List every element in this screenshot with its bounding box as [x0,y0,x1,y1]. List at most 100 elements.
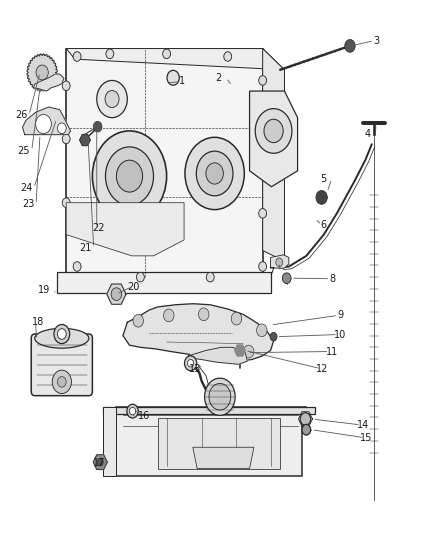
Text: 21: 21 [80,243,92,253]
Polygon shape [263,49,285,261]
Circle shape [185,138,244,209]
Text: 13: 13 [189,364,201,374]
Circle shape [206,272,214,282]
Circle shape [137,272,145,282]
Text: 15: 15 [360,433,373,443]
Polygon shape [123,304,274,361]
Circle shape [127,404,138,418]
Text: 20: 20 [127,282,140,292]
Circle shape [73,52,81,61]
Polygon shape [22,107,71,135]
Circle shape [62,81,70,91]
Text: 3: 3 [373,36,379,45]
Polygon shape [66,49,263,277]
Text: 19: 19 [38,286,50,295]
Circle shape [244,345,254,358]
Text: 17: 17 [93,458,105,468]
Circle shape [187,360,194,367]
Circle shape [73,262,81,271]
Text: 10: 10 [334,329,346,340]
Text: 26: 26 [15,110,28,120]
Circle shape [54,325,70,344]
Polygon shape [193,447,254,469]
Polygon shape [27,54,57,91]
Text: 5: 5 [321,174,327,184]
Circle shape [209,383,231,410]
Circle shape [57,123,66,134]
Polygon shape [271,255,289,268]
Polygon shape [235,345,245,356]
Polygon shape [33,74,64,91]
Text: 11: 11 [325,346,338,357]
Circle shape [117,160,143,192]
Circle shape [52,370,71,393]
Circle shape [97,458,103,466]
Circle shape [302,424,311,435]
Circle shape [106,147,153,205]
Circle shape [205,378,235,415]
Circle shape [198,308,209,321]
Polygon shape [93,455,107,470]
Circle shape [257,324,267,337]
Polygon shape [107,284,126,304]
Circle shape [133,314,144,327]
Circle shape [95,455,106,469]
Circle shape [345,39,355,52]
Circle shape [62,134,70,144]
Polygon shape [117,407,306,477]
Text: 7: 7 [268,267,275,277]
Text: 8: 8 [329,274,336,284]
Polygon shape [188,348,247,365]
Circle shape [57,376,66,387]
Circle shape [224,52,232,61]
Polygon shape [80,134,90,146]
Text: 1: 1 [179,77,185,86]
Text: 14: 14 [357,420,369,430]
Polygon shape [103,407,315,414]
Circle shape [92,131,166,221]
Circle shape [162,49,170,59]
Circle shape [196,151,233,196]
Circle shape [57,329,66,340]
Ellipse shape [35,328,89,348]
Circle shape [259,76,267,85]
Circle shape [231,312,242,325]
Circle shape [36,65,48,80]
Text: 18: 18 [32,317,44,327]
Circle shape [259,208,267,218]
Text: 23: 23 [22,199,35,209]
Circle shape [97,80,127,118]
Circle shape [283,273,291,284]
Text: 25: 25 [18,146,30,156]
Polygon shape [103,407,117,477]
Polygon shape [66,203,184,256]
Circle shape [130,407,136,415]
Text: 16: 16 [138,411,150,422]
Text: 2: 2 [215,73,221,83]
Text: 4: 4 [364,128,371,139]
Circle shape [35,115,51,134]
Circle shape [62,198,70,207]
Circle shape [276,258,283,266]
Polygon shape [158,418,280,469]
Polygon shape [57,272,272,293]
Circle shape [163,309,174,322]
Circle shape [264,119,283,143]
Text: 9: 9 [337,310,343,320]
Text: 22: 22 [93,223,105,233]
Circle shape [255,109,292,154]
Text: 6: 6 [321,220,327,230]
Circle shape [106,49,114,59]
Polygon shape [250,91,297,187]
Circle shape [259,145,267,155]
Text: 12: 12 [316,364,328,374]
Circle shape [105,91,119,108]
Circle shape [93,122,102,132]
Circle shape [316,190,327,204]
Circle shape [167,70,179,85]
Polygon shape [66,49,285,70]
Circle shape [111,288,122,301]
FancyBboxPatch shape [31,334,92,395]
Circle shape [300,413,311,425]
Circle shape [184,356,197,370]
